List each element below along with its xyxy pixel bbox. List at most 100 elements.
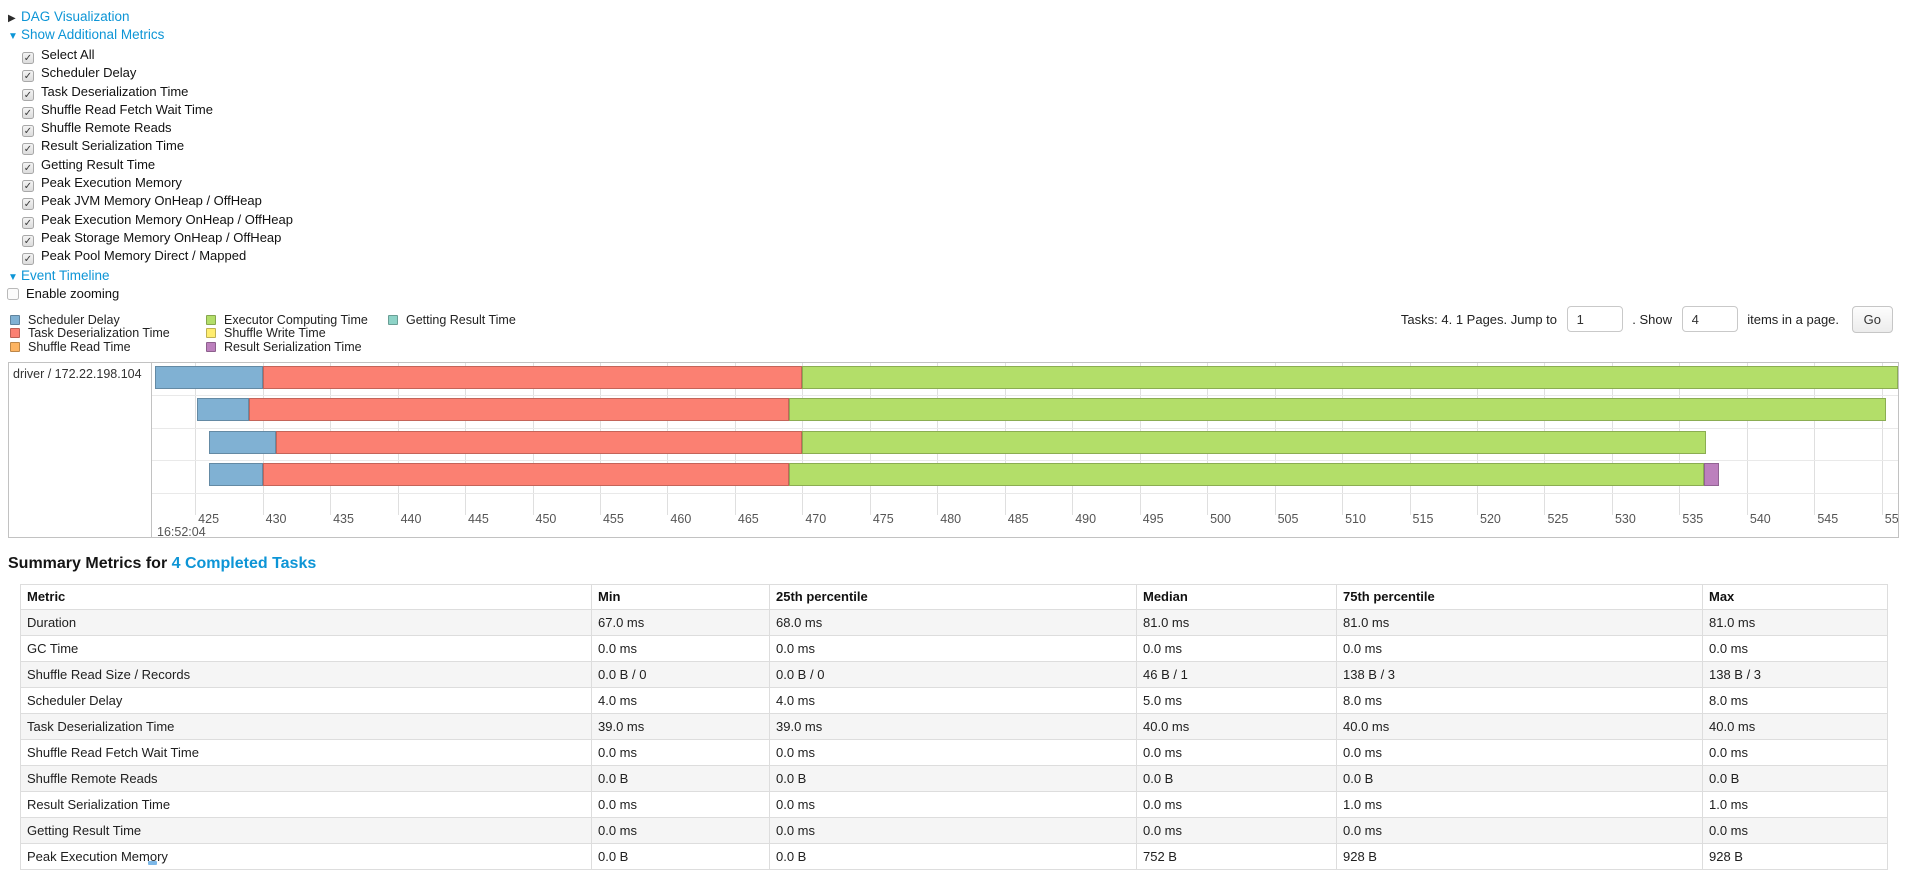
- metric-checkbox-label: Shuffle Read Fetch Wait Time: [41, 101, 213, 117]
- timeline-legend: Scheduler Delay Task Deserialization Time…: [10, 312, 1907, 355]
- jump-to-page-input[interactable]: [1566, 306, 1623, 333]
- enable-zooming-checkbox[interactable]: [7, 287, 19, 300]
- metric-checkbox-scheduler-delay[interactable]: ✓: [22, 70, 34, 83]
- getting_result-swatch: [388, 314, 398, 325]
- chevron-down-icon: ▼: [8, 31, 18, 42]
- metric-checkbox-label: Select All: [41, 47, 95, 62]
- metric-checkbox-item: ✓ Peak JVM Memory OnHeap / OffHeap: [22, 192, 1907, 211]
- timeline-tick-label: 465: [737, 511, 759, 526]
- metric-checkbox-peak-pool-memory-direct-mapped[interactable]: ✓: [22, 253, 34, 266]
- metric-checkbox-peak-storage-memory-onheap-offheap[interactable]: ✓: [22, 234, 34, 247]
- metric-value-cell: 8.0 ms: [1336, 686, 1703, 714]
- metric-value-cell: 0.0 B: [1702, 764, 1888, 792]
- timeline-tick-label: 450: [535, 511, 557, 526]
- timeline-lane-separator: [152, 460, 1898, 462]
- metric-value-cell: 46 B / 1: [1136, 660, 1337, 688]
- metric-name-cell: Scheduler Delay: [20, 686, 592, 714]
- metric-value-cell: 0.0 ms: [591, 634, 770, 662]
- legend-item-executor_computing: Executor Computing Time: [206, 312, 388, 328]
- metric-value-cell: 928 B: [1336, 842, 1703, 870]
- metric-checkbox-peak-execution-memory[interactable]: ✓: [22, 180, 34, 193]
- timeline-lane-separator: [152, 395, 1898, 397]
- task-bar-segment-task_deserialization[interactable]: [262, 365, 803, 389]
- metric-value-cell: 81.0 ms: [1702, 608, 1888, 636]
- timeline-tick-label: 460: [670, 511, 692, 526]
- scheduler_delay-swatch: [10, 314, 20, 325]
- table-body: Duration 67.0 ms 68.0 ms 81.0 ms 81.0 ms 81.0…: [20, 608, 1888, 870]
- task-bar-segment-task_deserialization[interactable]: [249, 398, 789, 422]
- timeline-tick-label: 515: [1412, 511, 1434, 526]
- metric-checkbox-label: Peak Execution Memory OnHeap / OffHeap: [41, 211, 293, 227]
- table-row: Result Serialization Time 0.0 ms 0.0 ms 0.0…: [20, 790, 1888, 818]
- metric-checkbox-select-all[interactable]: ✓: [22, 52, 34, 64]
- task-bar-segment-executor_computing[interactable]: [802, 430, 1707, 454]
- task-bar-segment-task_deserialization[interactable]: [262, 463, 789, 487]
- metric-checkbox-label: Peak JVM Memory OnHeap / OffHeap: [41, 193, 262, 209]
- timeline-tick-label: 490: [1075, 511, 1097, 526]
- dag-visualization-toggle[interactable]: ▶ DAG Visualization: [8, 9, 1907, 24]
- metric-name-cell: Shuffle Remote Reads: [20, 764, 592, 792]
- metric-value-cell: 0.0 ms: [1336, 738, 1703, 766]
- task-bar-segment-scheduler_delay[interactable]: [208, 430, 277, 454]
- task-bar-segment-executor_computing[interactable]: [788, 463, 1704, 487]
- legend-label: Shuffle Read Time: [28, 339, 131, 354]
- metric-value-cell: 0.0 B: [591, 842, 770, 870]
- timeline-tick-label: 455: [602, 511, 624, 526]
- metric-value-cell: 67.0 ms: [591, 608, 770, 636]
- metric-checkbox-task-deserialization-time[interactable]: ✓: [22, 88, 34, 101]
- metric-name-cell: Peak Execution Memory: [20, 842, 592, 870]
- metric-value-cell: 0.0 ms: [769, 816, 1137, 844]
- event-timeline-label: Event Timeline: [21, 267, 110, 283]
- metric-checkbox-peak-execution-memory-onheap-offheap[interactable]: ✓: [22, 216, 34, 229]
- timeline-tick-label: 435: [333, 511, 354, 526]
- metric-checkbox-shuffle-remote-reads[interactable]: ✓: [22, 125, 34, 138]
- timeline-tick-label: 520: [1480, 511, 1501, 526]
- metric-value-cell: 39.0 ms: [769, 712, 1137, 740]
- metric-value-cell: 8.0 ms: [1702, 686, 1888, 714]
- task-bar-segment-scheduler_delay[interactable]: [196, 398, 250, 422]
- task-pagination: Tasks: 4. 1 Pages. Jump to . Show items …: [1401, 305, 1893, 333]
- legend-item-getting_result: Getting Result Time: [388, 312, 1907, 328]
- event-timeline-toggle[interactable]: ▼ Event Timeline: [8, 268, 1907, 283]
- show-additional-metrics-toggle[interactable]: ▼ Show Additional Metrics: [8, 27, 1907, 42]
- metric-value-cell: 0.0 ms: [1136, 790, 1337, 818]
- task-bar-segment-scheduler_delay[interactable]: [154, 365, 263, 389]
- metric-name-cell: Result Serialization Time: [20, 790, 592, 818]
- timeline-tick-label: 525: [1547, 511, 1569, 526]
- metric-checkbox-item: ✓ Peak Pool Memory Direct / Mapped: [22, 247, 1907, 266]
- metric-name-cell: GC Time: [20, 634, 592, 662]
- timeline-gridline: [1746, 362, 1748, 515]
- metric-value-cell: 1.0 ms: [1336, 790, 1703, 818]
- metric-value-cell: 0.0 B: [591, 764, 770, 792]
- metric-value-cell: 4.0 ms: [769, 686, 1137, 714]
- task-bar-segment-executor_computing[interactable]: [802, 365, 1898, 389]
- metric-checkbox-peak-jvm-memory-onheap-offheap[interactable]: ✓: [22, 198, 34, 211]
- legend-item-result_serialization: Result Serialization Time: [206, 340, 388, 355]
- task-bar-segment-executor_computing[interactable]: [788, 398, 1886, 422]
- task-bar-segment-scheduler_delay[interactable]: [208, 463, 263, 487]
- go-button[interactable]: Go: [1851, 305, 1893, 333]
- completed-tasks-link[interactable]: 4 Completed Tasks: [171, 554, 317, 572]
- table-row: Task Deserialization Time 39.0 ms 39.0 ms 4…: [20, 712, 1888, 740]
- metric-checkbox-result-serialization-time[interactable]: ✓: [22, 143, 34, 156]
- metric-value-cell: 0.0 B: [769, 764, 1137, 792]
- shuffle_write-swatch: [206, 328, 216, 339]
- metric-value-cell: 0.0 B: [1136, 764, 1337, 792]
- metric-checkbox-getting-result-time[interactable]: ✓: [22, 161, 34, 174]
- table-row: GC Time 0.0 ms 0.0 ms 0.0 ms 0.0 ms 0.0 ms: [20, 634, 1888, 662]
- task-bar-segment-task_deserialization[interactable]: [276, 430, 803, 454]
- items-per-page-input[interactable]: [1681, 306, 1738, 333]
- enable-zooming-row: Enable zooming: [7, 286, 1907, 302]
- metric-value-cell: 4.0 ms: [591, 686, 770, 714]
- metric-checkbox-shuffle-read-fetch-wait-time[interactable]: ✓: [22, 106, 34, 119]
- metric-checkbox-item: ✓ Shuffle Remote Reads: [22, 119, 1907, 138]
- task-bar-segment-result_serialization[interactable]: [1703, 463, 1719, 487]
- timeline-tick-label: 485: [1007, 511, 1029, 526]
- metric-value-cell: 0.0 B: [769, 842, 1137, 870]
- legend-label: Scheduler Delay: [28, 312, 120, 327]
- timeline-tick-label: 510: [1345, 511, 1366, 526]
- legend-label: Getting Result Time: [406, 312, 516, 327]
- metric-checkbox-item: ✓ Scheduler Delay: [22, 64, 1907, 83]
- timeline-gridline: [1814, 362, 1816, 515]
- legend-label: Executor Computing Time: [224, 312, 368, 327]
